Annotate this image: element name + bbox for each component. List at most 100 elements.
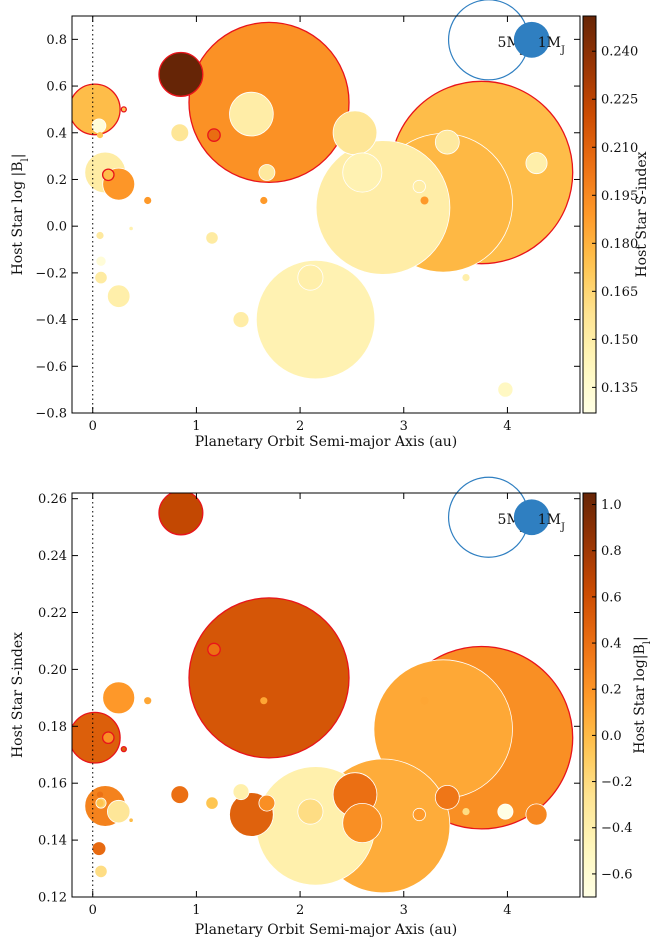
planet-bubble — [106, 284, 131, 308]
x-tick-label: 4 — [503, 419, 511, 434]
y-tick-label: 0.12 — [38, 891, 67, 906]
planet-bubble — [91, 118, 107, 134]
planet-bubble — [462, 808, 470, 816]
bubble-layer — [72, 21, 574, 398]
colorbar-tick-label: 0.180 — [601, 237, 638, 252]
planet-bubble — [72, 83, 121, 136]
x-tick-label: 0 — [89, 419, 97, 434]
y-tick-label: 0.4 — [46, 126, 67, 141]
planet-bubble — [412, 179, 426, 194]
colorbar-tick-label: 0.150 — [601, 333, 638, 348]
planet-bubble — [297, 798, 324, 825]
planet-bubble — [462, 274, 470, 282]
y-tick-label: −0.4 — [35, 313, 67, 328]
planet-bubble — [420, 696, 429, 705]
y-tick-label: 0.8 — [46, 33, 67, 48]
colorbar-tick-label: 0.135 — [601, 381, 638, 396]
legend-1mj-label: 1MJ — [538, 512, 565, 533]
planet-bubble — [260, 196, 268, 205]
colorbar-tick-label: 0.8 — [601, 544, 622, 559]
y-tick-label: 0.0 — [46, 220, 67, 235]
planet-bubble — [94, 270, 108, 285]
colorbar-tick-label: 0.2 — [601, 683, 622, 698]
plot-frame — [71, 15, 581, 414]
planet-bubble — [497, 803, 514, 820]
planet-bubble — [258, 794, 276, 812]
planet-bubble — [129, 818, 133, 822]
planet-bubble — [106, 799, 131, 824]
colorbar-tick-label: 0.210 — [601, 141, 638, 156]
y-tick-label: −0.8 — [35, 407, 67, 422]
x-tick-label: 0 — [89, 903, 97, 918]
x-axis-label: Planetary Orbit Semi-major Axis (au) — [195, 922, 458, 938]
planet-bubble — [170, 123, 190, 143]
colorbar-tick-label: 0.240 — [601, 45, 638, 60]
planet-bubble — [96, 231, 104, 240]
planet-bubble — [342, 803, 383, 844]
y-tick-label: −0.6 — [35, 360, 67, 375]
planet-bubble — [120, 106, 127, 113]
colorbar — [582, 492, 597, 898]
planet-bubble — [94, 864, 108, 879]
legend-1mj-marker — [513, 21, 550, 58]
y-tick-label: 0.18 — [38, 720, 67, 735]
y-axis-label: Host Star log |Bl| — [10, 154, 31, 276]
x-axis-label: Planetary Orbit Semi-major Axis (au) — [195, 434, 458, 450]
bubble-layer — [72, 493, 574, 894]
y-tick-label: −0.2 — [35, 266, 67, 281]
planet-bubble — [255, 259, 376, 380]
colorbar-tick-label: −0.6 — [601, 867, 633, 882]
y-tick-label: 0.24 — [38, 549, 67, 564]
planet-bubble — [434, 129, 460, 155]
planet-bubble — [170, 785, 190, 804]
colorbar-tick-label: −0.4 — [601, 821, 633, 836]
planet-bubble — [96, 132, 104, 139]
colorbar-tick-label: 0.6 — [601, 590, 622, 605]
y-tick-label: 0.22 — [38, 606, 67, 621]
colorbar-tick-label: 0.0 — [601, 729, 622, 744]
planet-bubble — [96, 799, 104, 807]
y-tick-label: 0.2 — [46, 173, 67, 188]
colorbar-tick-label: −0.2 — [601, 775, 633, 790]
planet-bubble — [101, 731, 115, 745]
planet-bubble — [205, 231, 219, 245]
y-tick-label: 0.14 — [38, 834, 67, 849]
y-axis-label: Host Star S-index — [10, 632, 26, 758]
planet-bubble — [207, 642, 221, 657]
planet-bubble — [96, 791, 104, 798]
planet-bubble — [144, 697, 152, 705]
planet-bubble — [158, 51, 204, 97]
colorbar-tick-label: 0.225 — [601, 93, 638, 108]
planet-bubble — [91, 841, 107, 856]
planet-bubble — [420, 196, 429, 205]
planet-bubble — [95, 255, 107, 267]
colorbar-label: Host Star S-index — [634, 151, 650, 277]
plot-frame — [71, 492, 581, 898]
colorbar-label: Host Star log|Bl| — [632, 636, 653, 753]
planet-bubble — [101, 168, 115, 182]
planet-bubble — [205, 796, 219, 810]
planet-bubble — [525, 803, 548, 826]
x-tick-label: 2 — [296, 419, 304, 434]
planet-bubble — [260, 697, 268, 705]
planet-bubble — [158, 493, 204, 536]
planet-bubble — [297, 264, 324, 291]
y-tick-label: 0.16 — [38, 777, 67, 792]
colorbar-tick-label: 0.165 — [601, 285, 638, 300]
planet-bubble — [525, 152, 548, 175]
y-tick-label: 0.20 — [38, 663, 67, 678]
planet-bubble — [332, 110, 378, 156]
y-tick-label: 0.6 — [46, 80, 67, 95]
colorbar-tick-label: 1.0 — [601, 498, 622, 513]
x-tick-label: 4 — [503, 903, 511, 918]
legend-1mj-label: 1MJ — [538, 35, 565, 56]
planet-bubble — [72, 711, 121, 764]
x-tick-label: 3 — [400, 419, 408, 434]
planet-bubble — [258, 164, 276, 181]
planet-bubble — [232, 311, 250, 329]
planet-bubble — [129, 226, 133, 231]
planet-bubble — [232, 783, 250, 801]
planet-bubble — [434, 785, 460, 810]
planet-bubble — [120, 745, 127, 753]
